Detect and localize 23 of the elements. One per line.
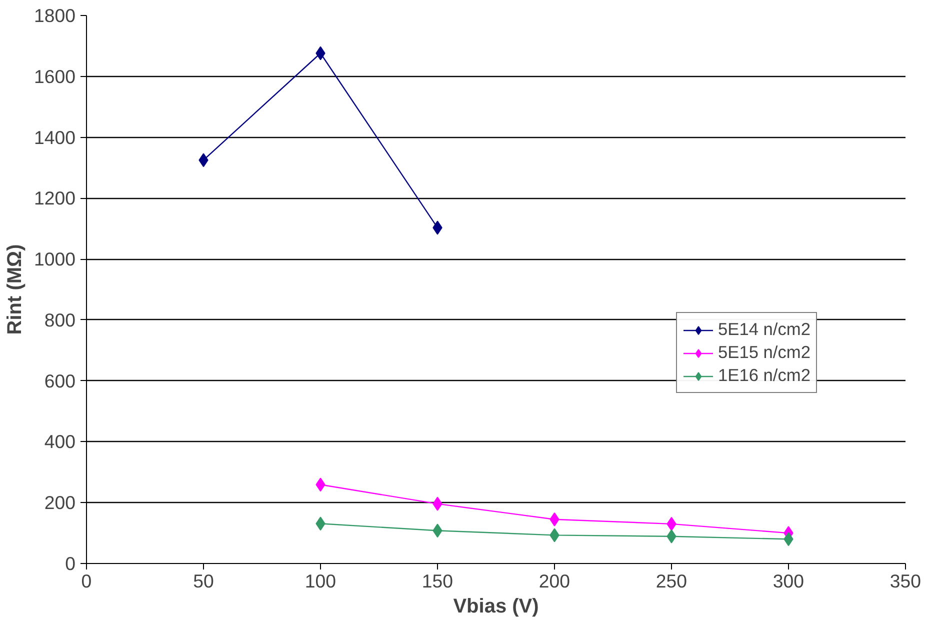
y-tick-label: 800: [44, 309, 76, 330]
x-tick-label: 200: [538, 570, 570, 592]
y-tick-label: 200: [44, 492, 76, 514]
x-tick-label: 300: [772, 570, 804, 592]
y-tick-label: 1200: [34, 188, 76, 209]
y-tick-label: 1000: [34, 248, 76, 270]
y-tick-label: 1800: [34, 5, 76, 26]
legend-label: 5E14 n/cm2: [718, 319, 810, 340]
x-axis-title: Vbias (V): [453, 596, 539, 618]
y-tick-label: 600: [44, 370, 76, 392]
x-tick-label: 350: [890, 570, 922, 592]
legend-label: 1E16 n/cm2: [718, 365, 810, 386]
y-tick-label: 1600: [34, 66, 76, 87]
legend-label: 5E15 n/cm2: [718, 342, 810, 363]
x-tick-label: 50: [193, 570, 214, 592]
y-tick-label: 0: [65, 553, 76, 574]
x-tick-label: 100: [304, 570, 336, 592]
y-tick-label: 400: [44, 431, 76, 452]
y-axis-title: Rint (MΩ): [4, 244, 26, 335]
y-tick-label: 1400: [34, 126, 76, 148]
x-tick-label: 250: [656, 570, 688, 592]
x-tick-label: 0: [81, 570, 92, 592]
x-tick-label: 150: [422, 570, 454, 592]
